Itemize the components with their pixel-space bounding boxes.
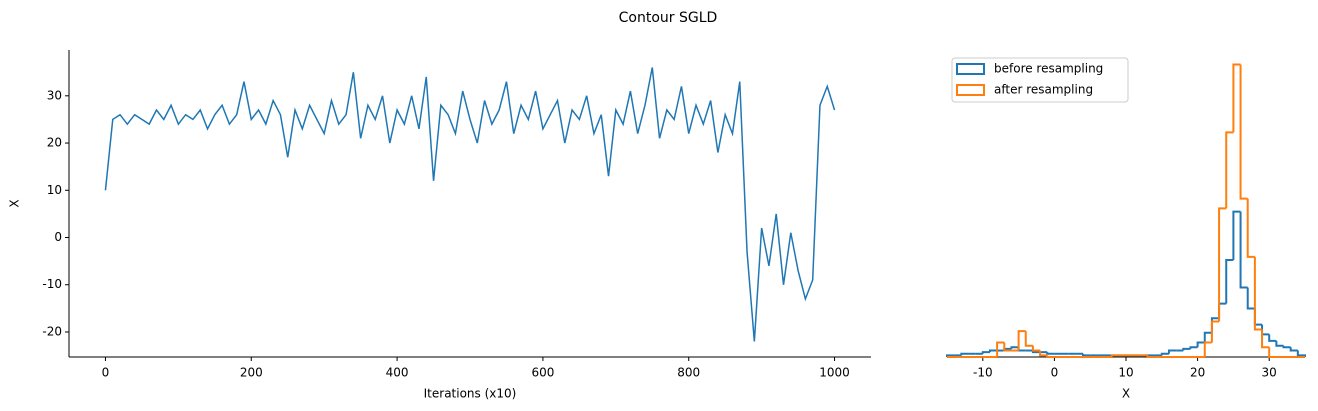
y-tick-label: 0 [54,230,62,244]
x-tick-label: 400 [386,366,409,380]
y-tick-label: -10 [42,277,62,291]
x-tick-label: 800 [677,366,700,380]
hist-step [1210,317,1220,333]
hist-step [1246,287,1255,310]
hist-step [1046,355,1055,358]
x-tick-label: 600 [531,366,554,380]
hist-step [1239,211,1248,289]
hist-step [1039,350,1048,357]
hist-step [960,352,969,356]
x-tick-label: 10 [1118,366,1133,380]
legend-label: before resampling [994,62,1103,76]
y-tick-label: 30 [47,88,62,102]
hist-step [1189,346,1198,349]
x-tick-label: 0 [1051,366,1059,380]
y-tick-label: 20 [47,136,62,150]
hist-step [1239,64,1248,200]
hist-step [988,349,998,353]
hist-step [1003,342,1012,352]
y-axis-label: X [8,199,22,207]
hist-step [1167,349,1177,354]
hist-step [1210,320,1220,343]
hist-step [996,341,1005,357]
hist-step [1010,346,1019,349]
hist-step [1275,340,1284,347]
hist-step [1182,347,1191,351]
hist-step [1261,324,1270,336]
legend-swatch [956,84,985,96]
y-tick-label: -20 [42,324,62,338]
x-tick-label: 20 [1190,366,1205,380]
figure-title: Contour SGLD [619,10,718,26]
legend-label: after resampling [994,83,1093,97]
hist-step [1232,210,1241,261]
hist-step [1031,345,1041,352]
hist-step [1203,341,1212,357]
legend-box [951,57,1129,103]
hist-step [1160,352,1169,356]
hist-step [1268,347,1277,358]
legend-swatch [956,63,985,75]
hist-step [1218,302,1227,319]
y-tick-label: 10 [47,183,62,197]
hist-step [1261,329,1270,349]
hist-step [1289,347,1298,352]
x-tick-label: 30 [1262,366,1277,380]
hist-step [1253,256,1263,331]
hist-step [1282,345,1291,349]
hist-step [1253,308,1263,326]
x-tick-label: -10 [973,366,993,380]
x-tick-label: 0 [102,366,110,380]
hist-step [1246,198,1255,258]
hist-step [1225,131,1234,209]
x-tick-label: 1000 [819,366,850,380]
hist-step [1218,207,1227,322]
hist-step [1196,341,1205,348]
hist-step [1146,355,1155,358]
hist-step [1082,353,1091,357]
hist-step [1024,331,1033,347]
hist-step [1017,347,1026,352]
hist-step [1268,334,1277,342]
hist-step [1110,354,1119,357]
hist-step [1225,259,1234,304]
hist-step [1017,330,1026,351]
hist-step [1046,352,1055,355]
hist-step [1203,331,1212,343]
hist-step [1232,63,1241,133]
hist-step [981,351,990,354]
x-axis-label: Iterations (x10) [424,387,517,401]
x-tick-label: 200 [240,366,263,380]
x-axis-label: X [1122,387,1130,401]
data-line [104,67,836,342]
